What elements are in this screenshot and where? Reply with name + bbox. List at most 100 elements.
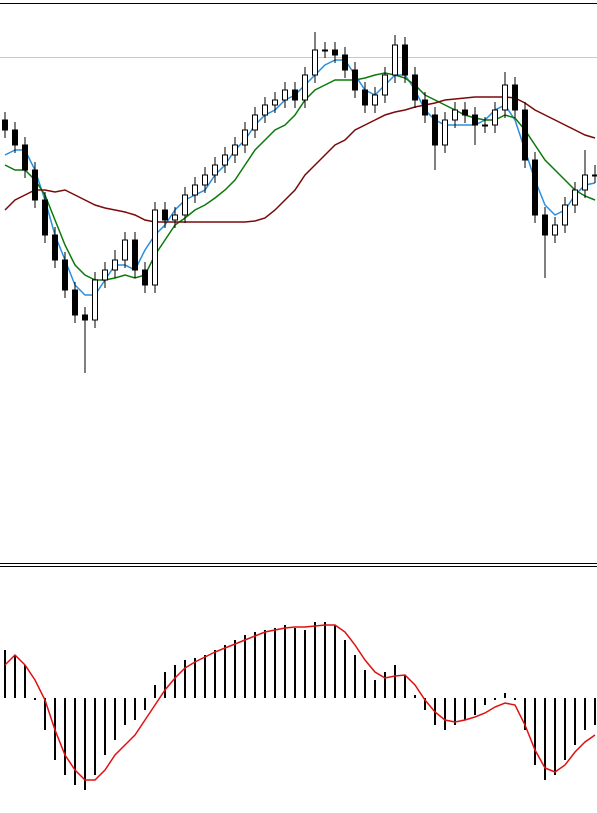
candle-body: [182, 194, 188, 216]
candle-body: [402, 44, 408, 76]
candle-body: [382, 74, 388, 96]
histogram-bar: [364, 670, 366, 698]
candle-body: [102, 269, 108, 281]
candle-body: [72, 289, 78, 316]
histogram-bar: [164, 672, 166, 698]
histogram-bar: [494, 698, 496, 700]
histogram-bar: [524, 698, 526, 730]
candle-body: [282, 89, 288, 101]
histogram-bar: [514, 698, 516, 700]
candle-body: [142, 269, 148, 286]
candle-body: [292, 89, 298, 101]
histogram-bar: [334, 625, 336, 698]
histogram-bar: [424, 698, 426, 710]
histogram-bar: [234, 640, 236, 698]
histogram-bar: [354, 655, 356, 698]
candle-body: [412, 74, 418, 101]
candle-body: [62, 259, 68, 291]
histogram-bar: [554, 698, 556, 775]
histogram-bar: [544, 698, 546, 780]
candle-body: [492, 109, 498, 126]
histogram-bar: [574, 698, 576, 745]
histogram-bar: [94, 698, 96, 775]
candle-body: [242, 129, 248, 146]
candle-body: [82, 314, 88, 321]
histogram-bar: [374, 680, 376, 698]
candle-body: [322, 49, 328, 52]
indicator-line: [4, 59, 596, 296]
candle-body: [422, 99, 428, 116]
candle-body: [432, 114, 438, 146]
candle-body: [12, 129, 18, 146]
histogram-bar: [124, 698, 126, 725]
histogram-bar: [24, 665, 26, 698]
candle-body: [542, 214, 548, 236]
histogram-bar: [594, 698, 596, 725]
histogram-bar: [14, 655, 16, 698]
candle-body: [22, 144, 28, 171]
candle-body: [32, 169, 38, 201]
candle-body: [52, 234, 58, 261]
histogram-bar: [244, 635, 246, 698]
candle-body: [122, 239, 128, 261]
candle-body: [512, 84, 518, 111]
candle-body: [472, 114, 478, 126]
candle-body: [592, 174, 597, 177]
histogram-bar: [264, 630, 266, 698]
histogram-bar: [224, 645, 226, 698]
candle-body: [452, 109, 458, 121]
histogram-bar: [344, 640, 346, 698]
candle-body: [572, 189, 578, 206]
candle-body: [552, 224, 558, 236]
histogram-bar: [394, 665, 396, 698]
histogram-bar: [314, 622, 316, 698]
candle-body: [312, 49, 318, 76]
histogram-bar: [34, 698, 36, 700]
candle-body: [442, 119, 448, 146]
candle-body: [222, 154, 228, 166]
candle-body: [272, 99, 278, 106]
histogram-bar: [104, 698, 106, 755]
histogram-bar: [84, 698, 86, 790]
histogram-bar: [464, 698, 466, 720]
histogram-bar: [294, 628, 296, 698]
histogram-bar: [444, 698, 446, 730]
histogram-bar: [194, 658, 196, 698]
candle-body: [92, 279, 98, 321]
candle-body: [372, 94, 378, 106]
candle-body: [462, 109, 468, 116]
candle-body: [2, 119, 8, 131]
histogram-bar: [484, 698, 486, 705]
histogram-bar: [154, 685, 156, 698]
candle-body: [482, 124, 488, 127]
histogram-bar: [184, 660, 186, 698]
histogram-bar: [284, 625, 286, 698]
candle-body: [502, 84, 508, 111]
histogram-bar: [454, 698, 456, 725]
histogram-bar: [114, 698, 116, 740]
candle-body: [162, 209, 168, 221]
histogram-bar: [404, 675, 406, 698]
histogram-bar: [214, 650, 216, 698]
histogram-bar: [534, 698, 536, 765]
indicator-line: [4, 624, 596, 781]
candle-body: [112, 259, 118, 271]
histogram-bar: [584, 698, 586, 730]
candle-body: [562, 204, 568, 226]
candle-body: [362, 89, 368, 106]
histogram-bar: [4, 650, 6, 698]
histogram-bar: [134, 698, 136, 720]
histogram-bar: [324, 622, 326, 698]
histogram-bar: [64, 698, 66, 775]
candle-body: [522, 109, 528, 161]
candle-body: [212, 164, 218, 176]
histogram-bar: [504, 693, 506, 698]
histogram-bar: [204, 655, 206, 698]
candle-body: [582, 174, 588, 191]
histogram-bar: [304, 630, 306, 698]
candle-body: [342, 54, 348, 71]
histogram-bar: [384, 672, 386, 698]
histogram-bar: [474, 698, 476, 715]
candle-body: [132, 239, 138, 271]
